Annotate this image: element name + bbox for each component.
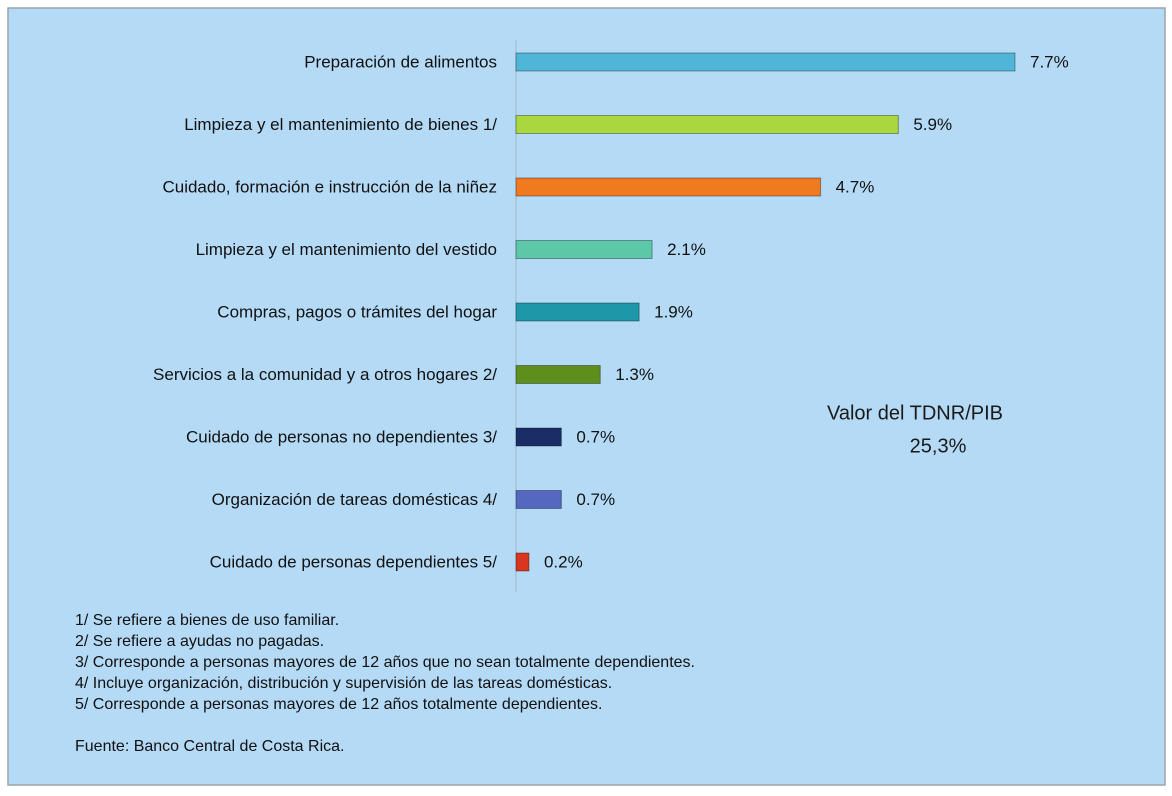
- bar: [515, 177, 822, 197]
- bar: [515, 365, 601, 384]
- footnote: 3/ Corresponde a personas mayores de 12 …: [75, 654, 695, 671]
- value-label: 1.3%: [615, 365, 654, 384]
- category-label: Cuidado, formación e instrucción de la n…: [162, 177, 497, 196]
- value-label: 7.7%: [1030, 52, 1069, 71]
- source: Fuente: Banco Central de Costa Rica.: [75, 738, 344, 755]
- chart-background: [7, 7, 1166, 786]
- footnote: 2/ Se refiere a ayudas no pagadas.: [75, 633, 324, 650]
- value-label: 0.2%: [544, 552, 583, 571]
- category-label: Compras, pagos o trámites del hogar: [217, 302, 497, 321]
- category-label: Preparación de alimentos: [304, 52, 497, 71]
- bar: [515, 302, 640, 322]
- category-label: Servicios a la comunidad y a otros hogar…: [153, 365, 497, 384]
- bar: [515, 552, 530, 572]
- value-label: 0.7%: [576, 427, 615, 446]
- bar: [515, 115, 899, 134]
- annotation: 25,3%: [910, 435, 967, 457]
- value-label: 1.9%: [654, 302, 693, 321]
- category-label: Organización de tareas domésticas 4/: [212, 490, 498, 509]
- category-label: Limpieza y el mantenimiento del vestido: [196, 240, 497, 259]
- bar: [515, 240, 653, 259]
- bar: [515, 490, 562, 509]
- bar: [515, 52, 1016, 72]
- value-label: 5.9%: [913, 115, 952, 134]
- value-label: 0.7%: [576, 490, 615, 509]
- value-label: 4.7%: [836, 177, 875, 196]
- footnote: 4/ Incluye organización, distribución y …: [75, 675, 612, 692]
- footnote: 5/ Corresponde a personas mayores de 12 …: [75, 696, 602, 713]
- value-label: 2.1%: [667, 240, 706, 259]
- category-label: Limpieza y el mantenimiento de bienes 1/: [184, 115, 497, 134]
- category-label: Cuidado de personas no dependientes 3/: [186, 427, 497, 446]
- category-label: Cuidado de personas dependientes 5/: [210, 552, 498, 571]
- footnote: 1/ Se refiere a bienes de uso familiar.: [75, 612, 339, 629]
- bar: [515, 427, 562, 447]
- annotation: Valor del TDNR/PIB: [827, 402, 1003, 424]
